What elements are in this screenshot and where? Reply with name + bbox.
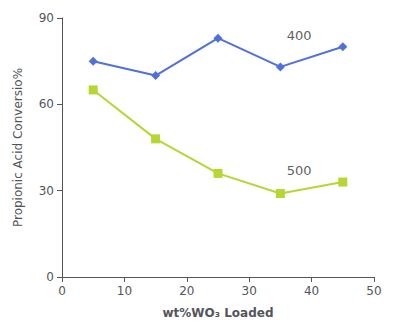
svg-text:wt%WO₃ Loaded: wt%WO₃ Loaded (162, 306, 273, 320)
svg-text:Propionic Acid Conversio%: Propionic Acid Conversio% (11, 68, 25, 227)
svg-text:90: 90 (39, 11, 54, 25)
svg-text:50: 50 (366, 284, 381, 298)
svg-text:500: 500 (287, 163, 312, 178)
svg-text:0: 0 (58, 284, 66, 298)
svg-text:0: 0 (46, 270, 54, 284)
svg-text:40: 40 (304, 284, 319, 298)
svg-text:400: 400 (287, 28, 312, 43)
svg-text:60: 60 (39, 97, 54, 111)
svg-text:20: 20 (179, 284, 194, 298)
svg-text:10: 10 (117, 284, 132, 298)
svg-text:30: 30 (39, 184, 54, 198)
svg-text:30: 30 (242, 284, 257, 298)
